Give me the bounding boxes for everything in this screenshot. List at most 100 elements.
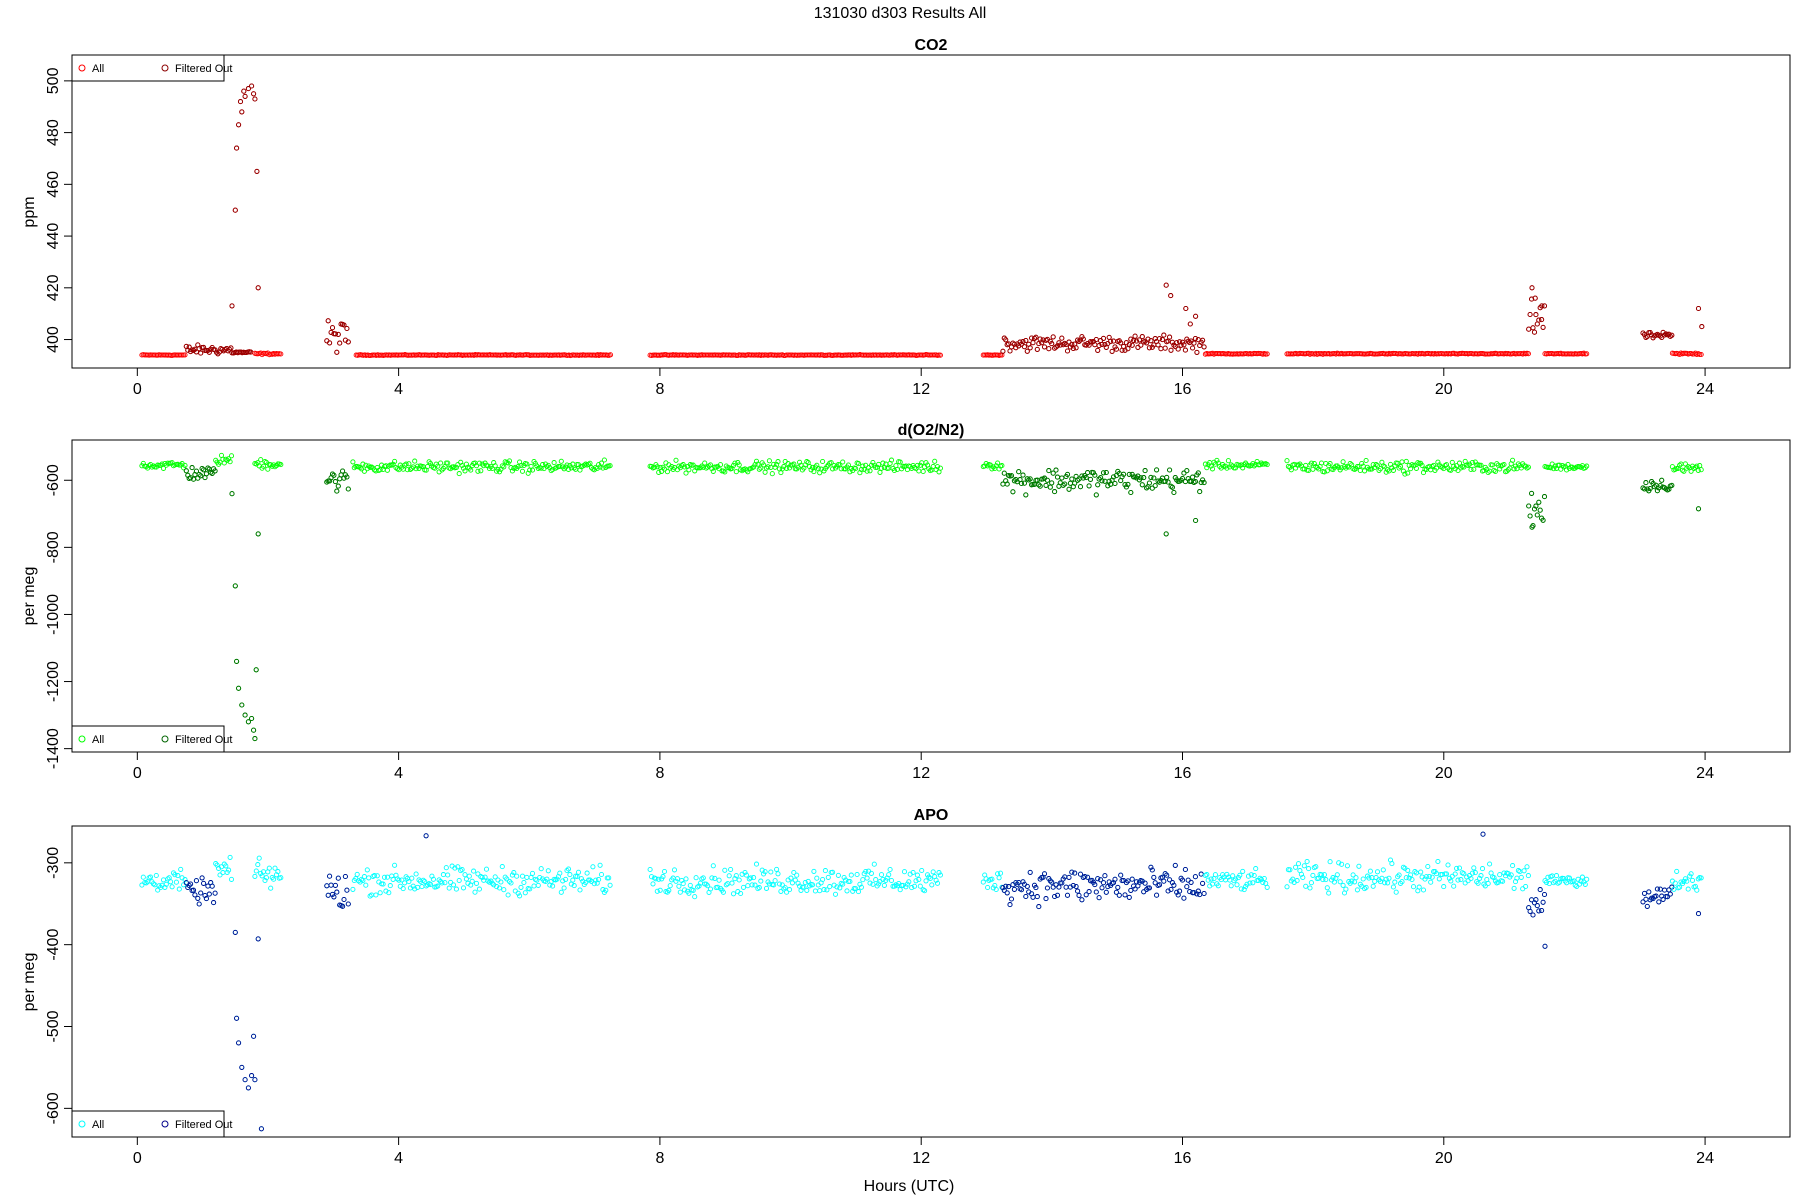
data-point xyxy=(909,885,915,891)
data-point xyxy=(1142,880,1148,886)
data-point xyxy=(1179,877,1186,883)
data-point xyxy=(1454,865,1460,871)
data-point xyxy=(1684,878,1690,884)
data-point xyxy=(234,658,240,664)
data-point xyxy=(1125,878,1131,884)
data-point xyxy=(812,888,818,894)
data-point xyxy=(325,892,331,898)
panel-title-do2n2: d(O2/N2) xyxy=(898,422,965,439)
data-point xyxy=(1518,874,1524,880)
data-point xyxy=(799,884,805,890)
data-point xyxy=(1533,503,1539,509)
data-point xyxy=(740,884,747,890)
data-point xyxy=(776,881,783,887)
data-point xyxy=(427,881,434,887)
data-point xyxy=(201,344,207,350)
data-point xyxy=(459,866,465,873)
data-point xyxy=(607,882,613,888)
data-point xyxy=(192,892,198,898)
data-point xyxy=(709,875,715,881)
data-point xyxy=(1156,882,1163,888)
data-point xyxy=(690,887,696,893)
data-point xyxy=(1397,464,1404,470)
data-point xyxy=(1672,880,1678,886)
data-point xyxy=(720,889,726,895)
data-point xyxy=(1118,872,1124,878)
data-point xyxy=(1075,337,1081,343)
data-point xyxy=(258,457,264,463)
legend-marker xyxy=(161,64,169,72)
data-point xyxy=(666,887,672,893)
data-point xyxy=(1146,885,1152,891)
data-point xyxy=(1225,458,1231,464)
data-point xyxy=(456,471,462,477)
data-point xyxy=(1177,888,1183,894)
data-point xyxy=(251,1033,257,1039)
data-point xyxy=(341,322,347,328)
data-point xyxy=(515,890,521,896)
data-point xyxy=(1334,872,1340,878)
data-point xyxy=(729,880,735,886)
data-point xyxy=(1139,334,1145,340)
data-point xyxy=(1198,871,1204,877)
data-point xyxy=(196,471,202,478)
data-point xyxy=(190,887,197,893)
data-point xyxy=(178,866,184,872)
data-point xyxy=(1433,465,1440,471)
data-point xyxy=(1344,863,1350,869)
data-point xyxy=(1409,876,1415,883)
data-point xyxy=(460,885,467,891)
data-point xyxy=(1313,864,1319,870)
data-point xyxy=(1108,338,1114,344)
data-point xyxy=(1183,305,1189,312)
data-point xyxy=(1067,344,1073,350)
data-point xyxy=(160,465,167,471)
data-point xyxy=(650,881,656,887)
y-tick-label: 500 xyxy=(45,67,62,94)
data-point xyxy=(1359,460,1365,467)
data-point xyxy=(534,463,540,469)
data-point xyxy=(1264,884,1270,890)
data-point xyxy=(1126,341,1132,347)
data-point xyxy=(1050,884,1056,890)
data-point xyxy=(1657,483,1663,489)
data-point xyxy=(654,888,660,894)
data-point xyxy=(1057,880,1063,886)
data-point xyxy=(1688,871,1694,877)
data-point xyxy=(544,463,550,470)
data-point xyxy=(1169,484,1175,490)
data-point xyxy=(224,457,230,463)
data-point xyxy=(1073,883,1079,890)
data-point xyxy=(1500,878,1506,884)
data-point xyxy=(916,876,922,883)
data-point xyxy=(1110,474,1117,480)
data-point xyxy=(327,873,333,879)
data-point xyxy=(329,891,336,897)
data-point xyxy=(1112,876,1118,882)
data-point xyxy=(278,462,284,468)
data-point xyxy=(384,874,390,880)
data-point xyxy=(226,346,232,352)
data-point xyxy=(193,468,199,474)
data-point xyxy=(656,469,662,475)
data-point xyxy=(736,877,742,883)
data-point xyxy=(407,466,413,472)
data-point xyxy=(251,727,257,733)
data-point xyxy=(1523,883,1529,890)
data-point xyxy=(1667,891,1673,897)
data-point xyxy=(1373,462,1379,468)
data-point xyxy=(1323,877,1329,883)
data-point xyxy=(186,882,192,889)
data-point xyxy=(1064,892,1071,898)
data-point xyxy=(554,876,560,882)
data-point xyxy=(669,464,675,470)
data-point xyxy=(1054,474,1061,480)
data-point xyxy=(794,872,800,878)
data-point xyxy=(1534,512,1540,518)
data-point xyxy=(1169,880,1175,886)
data-point xyxy=(769,471,775,477)
data-point xyxy=(278,351,284,357)
data-point xyxy=(1370,883,1376,889)
data-point xyxy=(1208,463,1214,469)
data-point xyxy=(1551,466,1557,472)
